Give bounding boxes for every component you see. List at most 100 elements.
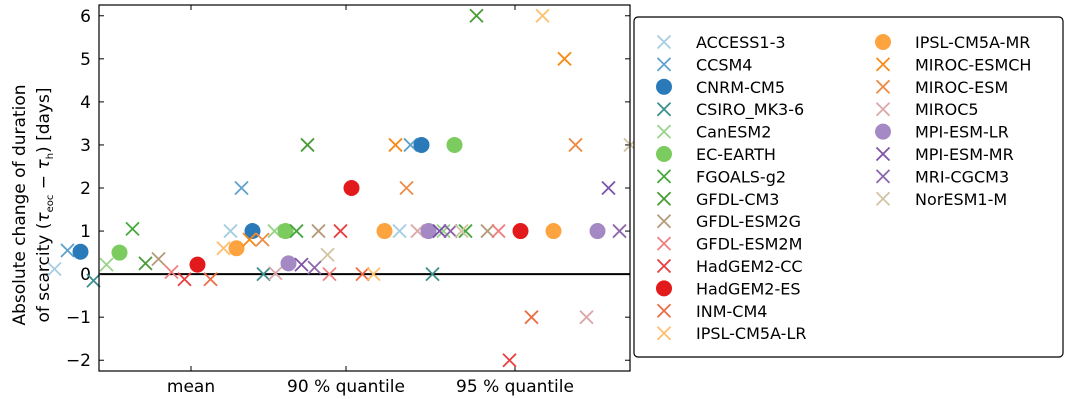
y-axis-label-line1: Absolute change of duration <box>10 85 30 326</box>
data-point-cross <box>164 264 179 280</box>
y-axis-label-sub-h: h <box>45 153 56 159</box>
legend-marker-cross <box>656 102 672 117</box>
legend-label: FGOALS-g2 <box>696 167 786 186</box>
y-tick-label: 4 <box>80 93 91 113</box>
legend-marker-cross <box>875 169 891 184</box>
data-point-cross <box>216 241 231 256</box>
data-point-cross <box>99 257 114 272</box>
legend-marker-cross <box>875 146 891 162</box>
legend-label: ACCESS1-3 <box>696 33 786 52</box>
x-tick-label: 95 % quantile <box>456 377 574 397</box>
data-point-cross <box>557 51 572 66</box>
data-point-cross <box>242 232 257 247</box>
y-axis-label-sub-eoc: eoc <box>45 195 56 213</box>
legend-marker-cross <box>875 191 891 206</box>
legend-marker-cross <box>875 79 891 94</box>
legend-label: IPSL-CM5A-LR <box>696 324 806 343</box>
legend-label: GFDL-ESM2G <box>696 212 801 231</box>
legend-label: HadGEM2-ES <box>696 279 801 298</box>
data-point-cross <box>138 256 153 271</box>
data-point-cross <box>307 260 322 275</box>
y-tick-label: 0 <box>80 265 91 285</box>
legend-label: MIROC-ESM <box>915 78 1008 97</box>
data-point-cross <box>392 223 407 239</box>
legend-marker-cross <box>656 34 672 50</box>
y-tick-label: 5 <box>80 50 91 70</box>
y-axis-label-tau1: τ <box>34 212 54 223</box>
data-point-circle <box>111 244 128 261</box>
data-point-circle <box>244 223 261 240</box>
data-point-cross <box>480 223 495 239</box>
legend-marker-circle <box>656 78 672 95</box>
data-point-cross <box>223 223 238 239</box>
data-point-cross <box>579 310 594 325</box>
data-point-cross <box>355 266 370 282</box>
data-point-circle <box>446 136 463 153</box>
data-point-cross <box>432 223 447 239</box>
data-point-cross <box>311 223 326 239</box>
data-point-cross <box>612 223 627 239</box>
data-point-cross <box>443 223 458 239</box>
data-point-cross <box>469 8 484 23</box>
data-point-circle <box>376 223 393 240</box>
data-point-cross <box>568 137 583 153</box>
legend-marker-cross <box>656 214 672 229</box>
y-axis-label-minus: − <box>34 170 54 195</box>
legend-marker-cross <box>875 102 891 117</box>
legend-label: CCSM4 <box>696 55 752 74</box>
legend-marker-cross <box>656 236 672 251</box>
legend-marker-cross <box>656 124 672 139</box>
data-point-circle <box>72 243 89 260</box>
y-tick-label: 3 <box>80 136 91 156</box>
data-point-cross <box>86 273 101 288</box>
data-point-cross <box>502 353 517 368</box>
legend-label: MIROC5 <box>915 100 979 119</box>
data-point-cross <box>256 266 271 282</box>
x-tick-label: mean <box>167 377 215 397</box>
data-point-cross <box>177 272 192 287</box>
legend-marker-cross <box>656 258 672 274</box>
data-point-circle <box>343 180 360 196</box>
data-point-cross <box>151 251 166 267</box>
data-point-cross <box>535 8 550 23</box>
legend-marker-cross <box>656 169 672 184</box>
y-tick-label: −1 <box>66 308 91 328</box>
data-point-cross <box>366 266 381 282</box>
y-axis-label-suffix: ) [days] <box>34 88 54 153</box>
data-point-cross <box>125 221 140 237</box>
legend-label: MRI-CGCM3 <box>915 167 1009 186</box>
legend-label: CNRM-CM5 <box>696 78 785 97</box>
legend-label: GFDL-ESM2M <box>696 235 802 254</box>
data-point-cross <box>289 223 304 239</box>
y-tick-label: −2 <box>66 351 91 371</box>
data-point-cross <box>458 223 473 239</box>
x-tick-label: 90 % quantile <box>287 377 405 397</box>
data-point-circle <box>545 223 562 240</box>
legend-label: MPI-ESM-MR <box>915 145 1014 164</box>
legend-marker-circle <box>656 146 672 162</box>
data-point-cross <box>436 223 451 239</box>
data-point-cross <box>47 261 62 277</box>
data-point-circle <box>189 256 206 273</box>
data-point-circle <box>228 240 245 257</box>
legend-marker-cross <box>656 326 672 341</box>
legend-label: INM-CM4 <box>696 302 767 321</box>
y-axis-label-tau2: τ <box>34 159 54 170</box>
data-point-cross <box>234 180 249 196</box>
data-point-circle <box>512 223 529 240</box>
data-point-cross <box>524 310 539 325</box>
legend-marker-cross <box>656 191 672 206</box>
data-point-cross <box>454 223 469 239</box>
legend-marker-circle <box>875 123 891 140</box>
data-point-cross <box>425 266 440 282</box>
legend-label: CSIRO_MK3-6 <box>696 100 804 120</box>
legend-marker-circle <box>875 34 891 50</box>
legend-label: HadGEM2-CC <box>696 257 803 276</box>
legend-marker-cross <box>656 57 672 72</box>
data-point-cross <box>268 266 283 281</box>
y-tick-label: 6 <box>80 7 91 27</box>
data-point-cross <box>300 137 315 153</box>
y-tick-label: 2 <box>80 179 91 199</box>
data-point-cross <box>255 232 270 247</box>
